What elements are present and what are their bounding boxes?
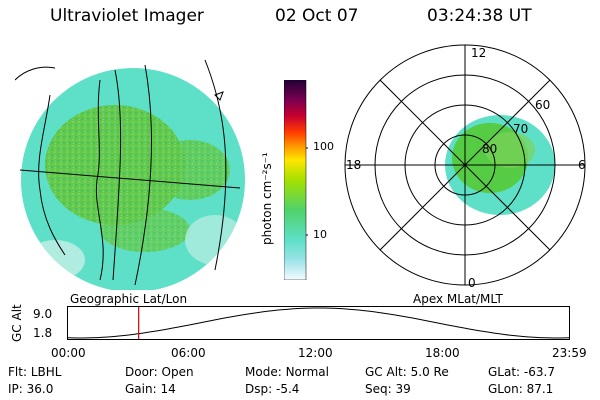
timeline-xtick-1800: 18:00 xyxy=(425,346,460,360)
info-gain-key: Gain: xyxy=(125,382,157,396)
app-title: Ultraviolet Imager xyxy=(50,6,204,26)
mlat-label-70: 70 xyxy=(513,122,529,136)
info-glat-key: GLat: xyxy=(488,365,521,379)
info-gain: Gain: 14 xyxy=(125,382,176,396)
timeline-plot[interactable] xyxy=(67,306,572,342)
info-mode-value: Normal xyxy=(285,365,329,379)
info-flt-key: Flt: xyxy=(8,365,27,379)
info-gcalt: GC Alt: 5.0 Re xyxy=(365,365,449,379)
info-glon: GLon: 87.1 xyxy=(488,382,553,396)
info-mode: Mode: Normal xyxy=(245,365,329,379)
timeline-xtick-0600: 06:00 xyxy=(171,346,206,360)
timeline-xtick-0000: 00:00 xyxy=(51,346,86,360)
colorbar-tick-label-100: 100 xyxy=(313,140,334,153)
info-dsp-key: Dsp: xyxy=(245,382,273,396)
colorbar-unit-label: photon cm⁻²s⁻¹ xyxy=(260,152,274,245)
timeline-ytick-1.8: 1.8 xyxy=(33,326,53,340)
info-glat: GLat: -63.7 xyxy=(488,365,555,379)
polar-mlt-plot xyxy=(344,44,586,286)
info-flt: Flt: LBHL xyxy=(8,365,61,379)
info-door-value: Open xyxy=(161,365,194,379)
info-ip-value: 36.0 xyxy=(26,382,54,396)
info-glat-value: -63.7 xyxy=(523,365,555,379)
info-seq-key: Seq: xyxy=(365,382,392,396)
info-door: Door: Open xyxy=(125,365,194,379)
colorbar-tick-label-10: 10 xyxy=(313,228,327,241)
mlt-label-6: 6 xyxy=(578,158,586,172)
timeline-xtick-1200: 12:00 xyxy=(298,346,333,360)
timeline-ytick-9: 9.0 xyxy=(33,307,53,321)
info-glon-value: 87.1 xyxy=(526,382,554,396)
mlt-label-12: 12 xyxy=(471,46,487,60)
geographic-uv-image xyxy=(15,59,245,290)
mlat-label-60: 60 xyxy=(535,98,551,112)
info-ip: IP: 36.0 xyxy=(8,382,53,396)
info-ip-key: IP: xyxy=(8,382,23,396)
timeline-axis-label: GC Alt xyxy=(10,304,24,342)
info-seq: Seq: 39 xyxy=(365,382,411,396)
time-label: 03:24:38 UT xyxy=(427,6,532,26)
info-glon-key: GLon: xyxy=(488,382,523,396)
mlt-label-0: 0 xyxy=(468,276,476,290)
polar-label: Apex MLat/MLT xyxy=(413,292,503,306)
info-door-key: Door: xyxy=(125,365,158,379)
info-gain-value: 14 xyxy=(160,382,176,396)
orbit-altitude-curve xyxy=(67,307,570,339)
info-gcalt-key: GC Alt: xyxy=(365,365,407,379)
info-flt-value: LBHL xyxy=(30,365,62,379)
mlt-label-18: 18 xyxy=(346,158,362,172)
info-gcalt-value: 5.0 Re xyxy=(410,365,449,379)
geographic-label: Geographic Lat/Lon xyxy=(70,292,188,306)
info-mode-key: Mode: xyxy=(245,365,282,379)
info-seq-value: 39 xyxy=(395,382,411,396)
colorbar xyxy=(284,80,308,280)
info-dsp: Dsp: -5.4 xyxy=(245,382,299,396)
date-label: 02 Oct 07 xyxy=(275,6,359,26)
timeline-xtick-2359: 23:59 xyxy=(552,346,587,360)
mlat-label-80: 80 xyxy=(482,142,498,156)
info-dsp-value: -5.4 xyxy=(275,382,300,396)
